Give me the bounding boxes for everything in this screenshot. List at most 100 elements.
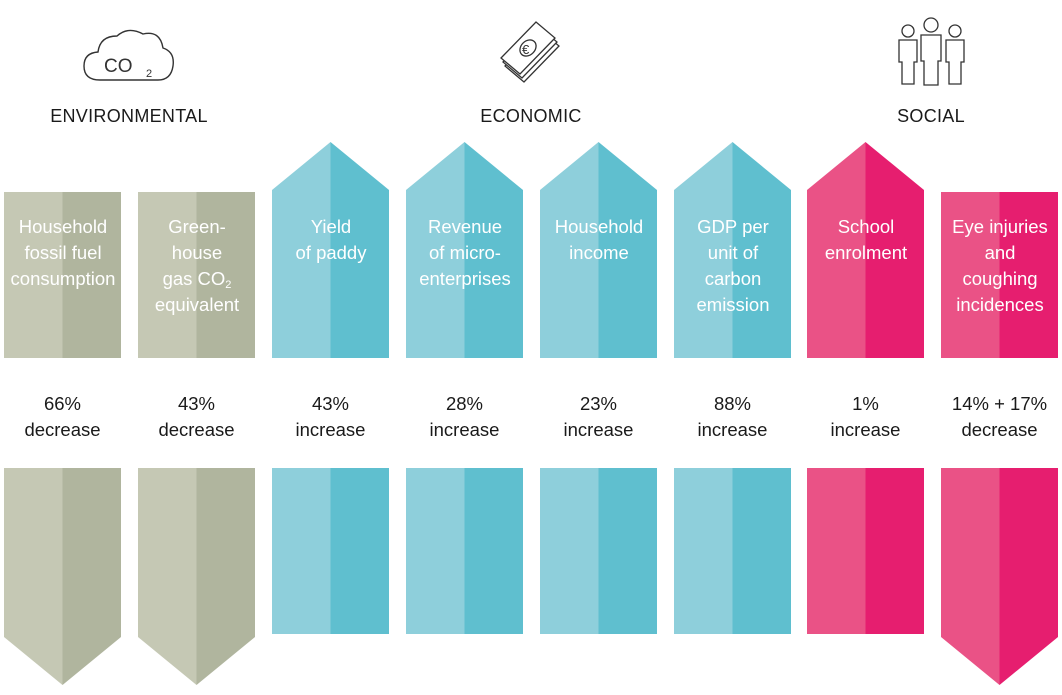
indicator-change: increase [830, 419, 901, 440]
indicator-bottom-arrow-right [999, 468, 1058, 685]
svg-text:€: € [522, 42, 530, 57]
indicator-top-arrow-right [732, 142, 791, 358]
indicator-value: 14% + 17% [951, 393, 1048, 414]
indicator-label-line: enrolment [824, 242, 908, 263]
indicator-label: School enrolment [807, 214, 925, 266]
indicator-label-line: emission [696, 294, 770, 315]
indicator-label: Eye injuries and coughing incidences [941, 214, 1059, 318]
indicator-stat: 88% increase [668, 391, 798, 443]
indicator-bottom-block-right [598, 468, 657, 634]
indicator-change: increase [295, 419, 366, 440]
indicator-change: decrease [158, 419, 235, 440]
indicator-label-line: house [171, 242, 223, 263]
indicator-label-line: and [984, 242, 1016, 263]
indicator-label-subscript: 2 [225, 279, 232, 291]
indicator-bottom-block-left [540, 468, 599, 634]
indicator-change: increase [563, 419, 634, 440]
indicator-bottom-arrow-left [4, 468, 63, 685]
indicator-stat: 28% increase [400, 391, 530, 443]
indicator-top-arrow-right [598, 142, 657, 358]
indicator-top-arrow-right [464, 142, 523, 358]
euro-money-stack-icon: € [500, 21, 560, 83]
co2-icon-label: CO [104, 56, 133, 77]
co2-cloud-icon: CO 2 [83, 29, 174, 81]
indicator-bottom-arrow-right [196, 468, 255, 685]
indicator-value: 43% [177, 393, 216, 414]
indicator-label: Household income [540, 214, 658, 266]
indicator-value: 66% [43, 393, 82, 414]
indicator-top-arrow-left [807, 142, 866, 358]
indicator-top-arrow-left [406, 142, 465, 358]
indicator-label-line: enterprises [419, 268, 511, 289]
indicator-label-line: equivalent [154, 294, 240, 315]
indicator-label-line: School [837, 216, 895, 237]
indicator-label: Green-house gas CO2 equivalent [138, 214, 256, 318]
indicator-top-block-left [4, 192, 63, 358]
indicator-value: 1% [852, 393, 879, 414]
indicator-label: Revenue of micro-enterprises [406, 214, 524, 292]
indicator-label-line: Eye injuries [952, 216, 1048, 237]
indicator-value: 28% [445, 393, 484, 414]
indicator-shapes [4, 142, 1058, 685]
indicator-stat: 23% increase [534, 391, 664, 443]
indicator-label-line: fossil fuel [24, 242, 102, 263]
indicator-label-line: Yield [310, 216, 352, 237]
indicator-label: Household fossil fuel consumption [4, 214, 122, 292]
indicator-stat: 1% increase [801, 391, 931, 443]
indicator-value: 43% [311, 393, 350, 414]
indicator-top-arrow-right [865, 142, 924, 358]
indicator-value: 88% [713, 393, 752, 414]
co2-icon-subscript: 2 [146, 68, 152, 80]
indicator-bottom-arrow-right [62, 468, 121, 685]
indicator-label-line: income [569, 242, 629, 263]
indicator-label-line: unit of [707, 242, 759, 263]
indicator-top-arrow-left [674, 142, 733, 358]
indicator-bottom-block-left [807, 468, 866, 634]
indicator-top-arrow-right [330, 142, 389, 358]
indicator-change: increase [429, 419, 500, 440]
indicator-stat: 14% + 17% decrease [935, 391, 1062, 443]
indicator-top-block-right [999, 192, 1058, 358]
indicator-bottom-block-right [330, 468, 389, 634]
indicator-top-block-right [196, 192, 255, 358]
indicator-stat: 43% decrease [132, 391, 262, 443]
indicator-label-line: Household [18, 216, 108, 237]
indicator-bottom-block-left [674, 468, 733, 634]
indicator-stat: 43% increase [266, 391, 396, 443]
category-social: SOCIAL [897, 106, 965, 126]
indicator-label-line: incidences [956, 294, 1044, 315]
indicator-label-line: Revenue [427, 216, 503, 237]
indicator-top-block-left [138, 192, 197, 358]
indicator-bottom-arrow-left [138, 468, 197, 685]
indicator-top-block-left [941, 192, 1000, 358]
indicator-label-line: GDP per [697, 216, 769, 237]
indicator-bottom-arrow-left [941, 468, 1000, 685]
indicator-change: decrease [961, 419, 1038, 440]
indicator-change: decrease [24, 419, 101, 440]
indicator-change: increase [697, 419, 768, 440]
people-group-icon [898, 17, 965, 86]
indicator-bottom-block-right [732, 468, 791, 634]
indicator-stat: 66% decrease [0, 391, 128, 443]
indicator-label-line: of paddy [295, 242, 367, 263]
indicator-label: Yield of paddy [272, 214, 390, 266]
category-economic: ECONOMIC [480, 106, 582, 126]
category-environmental: ENVIRONMENTAL [50, 106, 208, 126]
indicator-label: GDP per unit of carbon emission [674, 214, 792, 318]
indicator-top-block-right [62, 192, 121, 358]
indicator-bottom-block-right [865, 468, 924, 634]
indicator-value: 23% [579, 393, 618, 414]
indicator-label-line: of micro- [429, 242, 501, 263]
indicator-bottom-block-left [406, 468, 465, 634]
indicator-bottom-block-right [464, 468, 523, 634]
indicator-label-line: Household [554, 216, 644, 237]
indicator-label-line: Green- [168, 216, 226, 237]
indicator-bottom-block-left [272, 468, 331, 634]
indicator-label-line: gas CO2 [162, 268, 232, 291]
indicator-top-arrow-left [540, 142, 599, 358]
indicator-label-line: coughing [962, 268, 1038, 289]
indicator-top-arrow-left [272, 142, 331, 358]
indicator-label-line: carbon [704, 268, 762, 289]
indicator-label-line: consumption [10, 268, 116, 289]
